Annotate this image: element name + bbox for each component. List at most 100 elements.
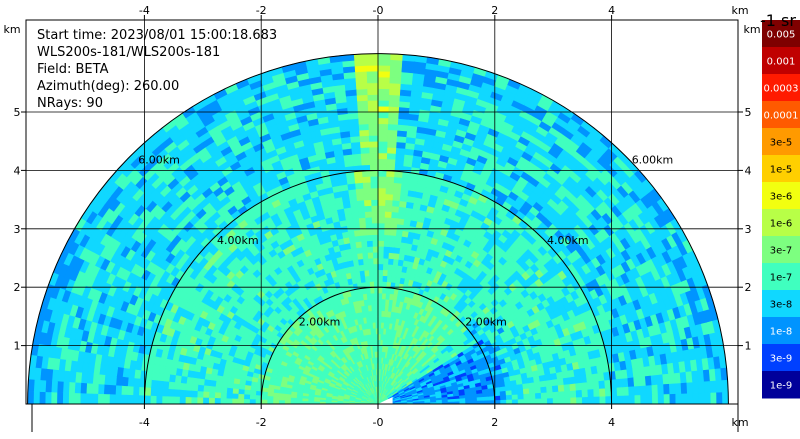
field-cell: [512, 394, 518, 399]
field-cell: [384, 235, 390, 241]
field-cell: [558, 385, 564, 392]
field-cell: [599, 380, 606, 388]
field-cell: [387, 153, 396, 159]
field-cell: [378, 89, 389, 95]
field-cell: [367, 77, 378, 83]
field-cell: [378, 305, 382, 311]
field-cell: [565, 397, 571, 404]
field-cell: [652, 394, 658, 404]
field-cell: [378, 124, 388, 130]
field-cell: [366, 71, 378, 77]
field-cell: [389, 83, 400, 89]
field-cell: [378, 293, 382, 299]
field-cell: [722, 392, 728, 404]
field-cell: [506, 399, 512, 404]
field-cell: [368, 118, 378, 124]
field-cell: [368, 130, 378, 136]
field-cell: [378, 182, 386, 188]
field-cell: [552, 379, 559, 386]
field-cell: [547, 392, 553, 398]
field-cell: [530, 393, 536, 399]
field-cell: [366, 65, 378, 71]
field-cell: [359, 130, 369, 136]
field-cell: [355, 77, 367, 83]
field-cell: [553, 391, 559, 398]
field-cell: [552, 385, 558, 392]
field-cell: [372, 241, 378, 247]
field-cell: [369, 159, 378, 165]
field-cell: [388, 258, 394, 264]
field-cell: [378, 264, 383, 270]
field-cell: [645, 375, 652, 385]
field-cell: [378, 241, 384, 247]
field-cell: [384, 241, 390, 247]
field-cell: [387, 130, 397, 136]
field-cell: [518, 399, 524, 404]
field-cell: [581, 382, 587, 390]
field-cell: [389, 77, 401, 83]
field-cell: [517, 389, 523, 395]
field-cell: [363, 258, 369, 264]
field-cell: [354, 230, 361, 237]
field-cell: [635, 395, 641, 404]
field-cell: [367, 95, 378, 101]
field-cell: [360, 235, 366, 241]
field-cell: [354, 177, 362, 184]
field-cell: [699, 393, 705, 404]
field-cell: [393, 253, 399, 259]
field-cell: [389, 71, 401, 78]
field-cell: [386, 182, 394, 188]
field-cell: [356, 83, 367, 89]
field-cell: [373, 264, 378, 270]
field-cell: [355, 183, 363, 190]
field-cell: [378, 194, 385, 200]
field-cell: [704, 381, 711, 393]
field-cell: [352, 154, 361, 161]
field-cell: [356, 95, 367, 101]
field-cell: [616, 378, 623, 387]
field-cell: [378, 258, 383, 264]
field-cell: [356, 89, 367, 95]
field-cell: [378, 188, 386, 194]
field-cell: [705, 392, 711, 404]
field-cell: [370, 176, 378, 182]
field-cell: [628, 377, 635, 386]
field-cell: [378, 130, 388, 136]
field-cell: [351, 142, 361, 149]
field-cell: [366, 229, 372, 235]
field-cell: [360, 147, 369, 153]
field-cell: [390, 66, 402, 72]
field-cell: [716, 380, 723, 392]
field-cell: [658, 394, 664, 404]
field-cell: [512, 399, 518, 404]
field-cell: [389, 247, 395, 253]
field-cell: [357, 200, 365, 206]
field-cell: [374, 276, 379, 282]
field-cell: [352, 159, 361, 166]
field-cell: [500, 395, 506, 400]
field-cell: [378, 106, 388, 112]
field-cell: [371, 200, 378, 206]
field-cell: [365, 223, 372, 229]
field-cell: [639, 376, 646, 386]
field-cell: [612, 396, 618, 404]
field-cell: [576, 390, 582, 397]
field-cell: [365, 217, 372, 223]
field-cell: [385, 194, 393, 200]
field-cell: [371, 205, 378, 211]
field-cell: [634, 377, 641, 387]
field-cell: [358, 112, 368, 118]
field-cell: [388, 101, 399, 107]
field-cell: [687, 393, 693, 404]
field-cell: [374, 293, 378, 299]
field-cell: [381, 305, 385, 311]
field-cell: [383, 246, 389, 252]
field-cell: [392, 194, 400, 200]
field-cell: [387, 136, 397, 142]
field-cell: [369, 141, 378, 147]
field-cell: [389, 241, 395, 247]
field-cell: [372, 235, 378, 241]
field-cell: [587, 381, 594, 389]
field-cell: [506, 395, 512, 400]
field-cell: [378, 77, 389, 83]
